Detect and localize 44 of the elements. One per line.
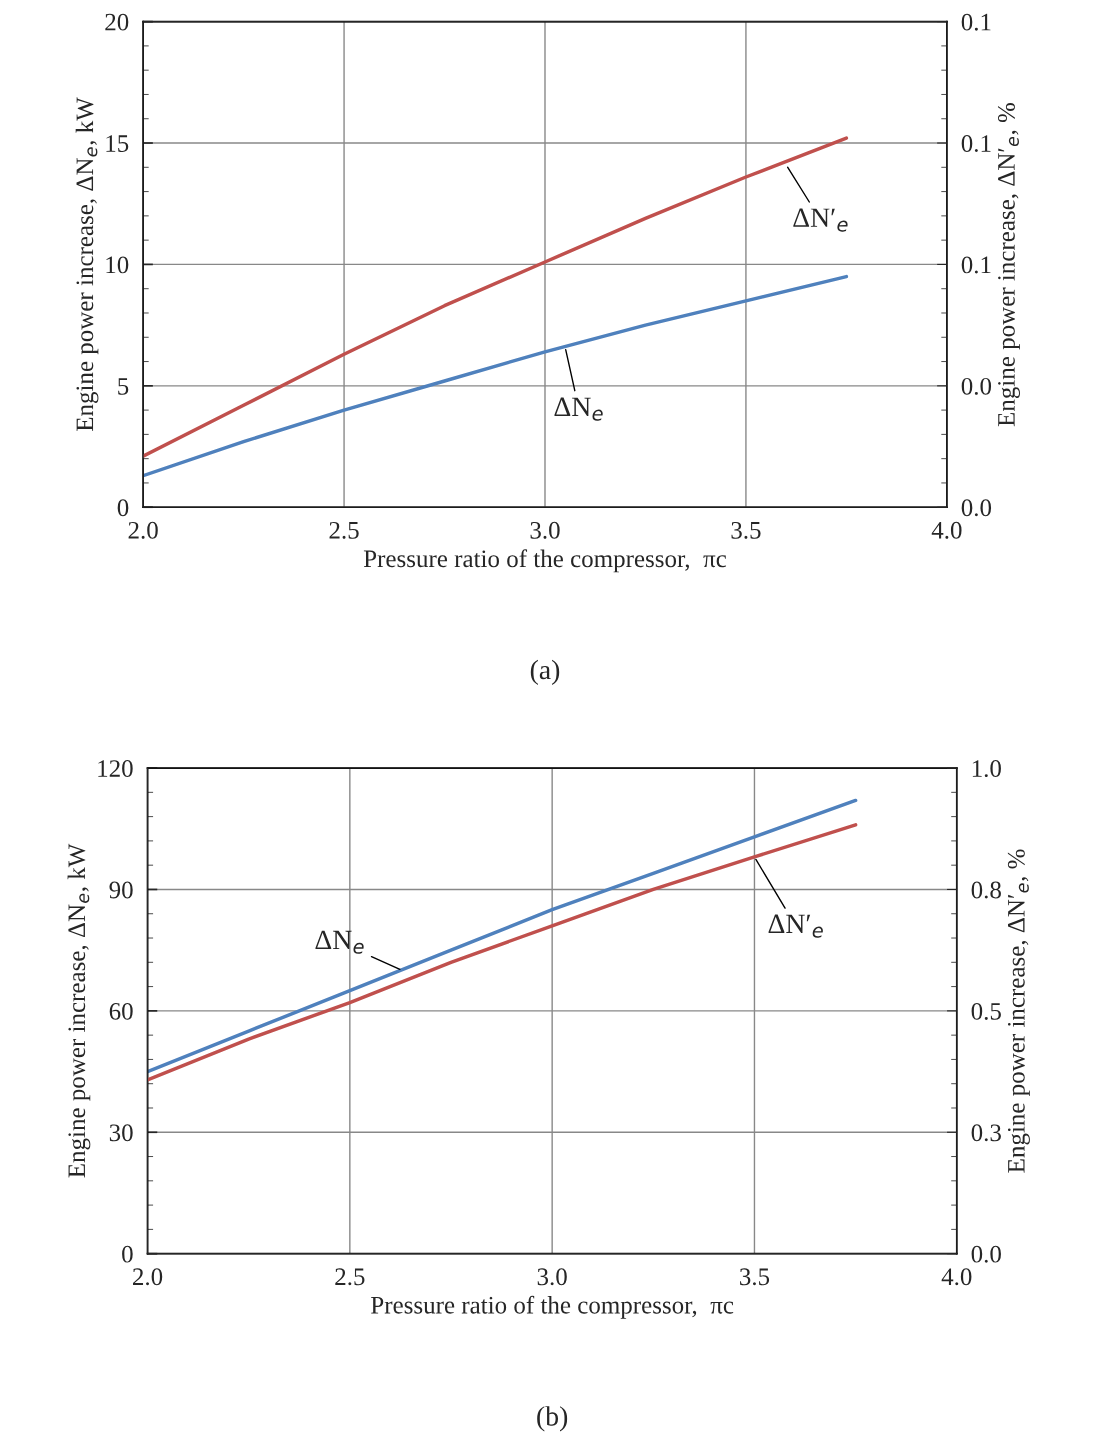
annotation: ΔN$_{e}$ [315,930,364,954]
x-tick-label: 4.0 [941,1268,972,1286]
y-tick-label: 30 [109,1124,133,1142]
x-tick-label: 3.5 [731,521,761,539]
line-series [143,274,849,478]
text: (a) [530,659,560,685]
x-tick-label: 4.0 [931,521,962,539]
y2-tick-label: 0.0 [971,1245,1001,1263]
y-tick-label: 5 [118,378,129,395]
y2-tick-label: 0.1 [961,135,991,153]
y2-tick-label: 0.8 [971,881,1001,899]
y2-tick-label: 0.1 [961,256,991,274]
annotation: ΔN′$_{e}$ [768,914,823,938]
y2-tick-label: 1.0 [972,760,1001,778]
x-tick-label: 2.0 [133,1268,163,1286]
y-tick-label: 15 [106,135,129,152]
y2-axis-title: Engine power increase, ΔN′$_{e}$, % [997,102,1020,427]
x-tick-label: 2.5 [329,521,359,539]
annotation: ΔN′$_{e}$ [793,208,848,232]
y-tick-label: 90 [109,881,133,899]
line-series [143,136,849,458]
y2-tick-label: 0.5 [971,1002,1001,1020]
text: (b) [537,1406,568,1432]
annotation: ΔN$_{e}$ [554,397,603,421]
y2-axis-title: Engine power increase, ΔN′$_{e}$, % [1007,849,1030,1173]
x-axis-title: Pressure ratio of the compressor, πc [371,1295,734,1319]
y-tick-label: 10 [106,256,129,274]
x-tick-label: 2.5 [335,1268,365,1286]
y-tick-label: 60 [109,1002,133,1020]
y-axis-title: Engine power increase, ΔN$_{e}$, kW [75,97,99,432]
y-tick-label: 0 [122,1245,133,1263]
y-tick-label: 120 [98,760,133,777]
y-axis-title: Engine power increase, ΔN$_{e}$, kW [67,843,91,1178]
x-tick-label: 3.0 [530,521,560,539]
y2-tick-label: 0.3 [971,1124,1001,1142]
y2-tick-label: 0.0 [961,377,992,395]
y-tick-label: 0 [117,499,129,517]
x-axis-title: Pressure ratio of the compressor, πc [363,549,727,573]
y-tick-label: 20 [105,13,129,31]
y2-tick-label: 0.0 [961,499,992,517]
y2-tick-label: 0.1 [961,13,991,31]
x-tick-label: 3.0 [537,1268,567,1286]
x-tick-label: 2.0 [128,521,158,539]
x-tick-label: 3.5 [740,1268,770,1286]
